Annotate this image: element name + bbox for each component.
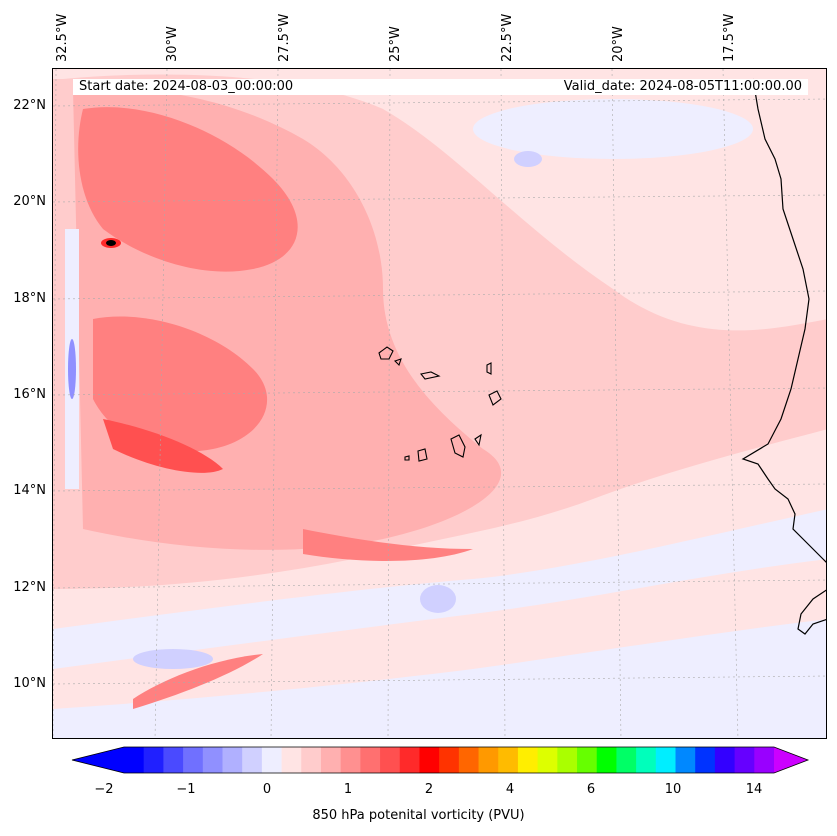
island-sao-vicente <box>393 358 402 367</box>
pv-red-core-mid <box>93 316 268 452</box>
cb-tick-0: 0 <box>262 782 272 797</box>
island-fogo <box>417 448 428 462</box>
pv-field-svg <box>53 69 826 738</box>
colorbar-swatch <box>163 747 184 773</box>
lat-label-18n: 18°N <box>13 291 46 306</box>
africa-coastline <box>741 78 826 563</box>
colorbar-swatch <box>281 747 302 773</box>
blue-streak-sw <box>133 649 213 669</box>
colorbar-swatch <box>261 747 283 773</box>
colorbar-swatch <box>478 747 499 773</box>
colorbar-swatch <box>202 747 223 773</box>
blue-spot-south <box>420 585 456 613</box>
colorbar-swatch <box>675 747 696 773</box>
colorbar-swatch <box>301 747 322 773</box>
date-info-bar: Start date: 2024-08-03_00:00:00 Valid_da… <box>73 79 808 95</box>
lat-label-12n: 12°N <box>13 580 46 595</box>
colorbar-swatch <box>340 747 361 773</box>
colorbar-under-arrow <box>72 747 124 773</box>
colorbar-swatch <box>577 747 598 773</box>
island-boa-vista <box>488 390 502 406</box>
lat-label-14n: 14°N <box>13 483 46 498</box>
colorbar-swatch <box>183 747 204 773</box>
colorbar-outline <box>71 746 810 774</box>
lon-label-30w: 30°W <box>165 26 180 62</box>
colorbar-swatch <box>399 747 420 773</box>
lon-label-17-5w: 17.5°W <box>722 13 737 62</box>
colorbar-swatch <box>458 747 480 773</box>
cb-tick-neg2: −2 <box>94 782 114 797</box>
colorbar-swatch <box>714 747 736 773</box>
colorbar-swatch <box>360 747 381 773</box>
cb-tick-neg1: −1 <box>176 782 196 797</box>
colorbar-swatch <box>537 747 558 773</box>
colorbar-svg <box>71 746 810 774</box>
colorbar-swatch <box>242 747 263 773</box>
pink-band-south <box>53 559 826 709</box>
colorbar <box>70 745 810 775</box>
island-santo-antao <box>378 346 394 360</box>
colorbar-swatch <box>655 747 677 773</box>
cb-tick-6: 6 <box>586 782 596 797</box>
cb-tick-1: 1 <box>343 782 353 797</box>
cb-tick-4: 4 <box>505 782 515 797</box>
island-maio <box>474 433 482 447</box>
pv-red-band-south <box>303 529 473 561</box>
island-brava <box>404 455 410 461</box>
cb-tick-2: 2 <box>424 782 434 797</box>
lat-label-16n: 16°N <box>13 387 46 402</box>
colorbar-swatch <box>222 747 243 773</box>
colorbar-swatch <box>734 747 755 773</box>
colorbar-swatch <box>695 747 716 773</box>
colorbar-swatch <box>439 747 460 773</box>
graticule <box>53 69 826 738</box>
lat-label-10n: 10°N <box>13 676 46 691</box>
lon-label-20w: 20°W <box>611 26 626 62</box>
lon-label-32-5w: 32.5°W <box>55 13 70 62</box>
left-edge-blue-core <box>68 339 76 399</box>
colorbar-swatch <box>616 747 637 773</box>
colorbar-swatch <box>498 747 519 773</box>
island-sal <box>486 362 492 375</box>
pv-red-streak-sw <box>133 654 263 709</box>
lon-label-27-5w: 27.5°W <box>277 13 292 62</box>
cb-tick-10: 10 <box>664 782 682 797</box>
pv-map-panel: Start date: 2024-08-03_00:00:00 Valid_da… <box>52 68 827 739</box>
colorbar-swatch <box>517 747 539 773</box>
start-date-label: Start date: 2024-08-03_00:00:00 <box>79 79 294 94</box>
colorbar-swatch <box>320 747 342 773</box>
valid-date-label: Valid_date: 2024-08-05T11:00:00.00 <box>563 79 802 94</box>
colorbar-swatch <box>124 747 145 773</box>
pv-max-core <box>106 240 116 246</box>
colorbar-swatch <box>419 747 440 773</box>
lon-label-25w: 25°W <box>388 26 403 62</box>
colorbar-label: 850 hPa potenital vorticity (PVU) <box>312 808 525 823</box>
pv-red-streak <box>103 419 223 473</box>
colorbar-swatch <box>380 747 401 773</box>
lat-label-22n: 22°N <box>13 98 46 113</box>
blue-spot-ne <box>514 151 542 167</box>
colorbar-swatch <box>754 747 775 773</box>
colorbar-swatch <box>596 747 617 773</box>
colorbar-swatch <box>636 747 657 773</box>
guinea-coastline <box>797 589 826 635</box>
pv-red-core-north <box>78 107 298 272</box>
lat-label-20n: 20°N <box>13 194 46 209</box>
island-santiago <box>450 434 466 458</box>
island-sao-nicolau <box>420 371 441 380</box>
cb-tick-14: 14 <box>745 782 763 797</box>
colorbar-over-arrow <box>774 747 808 773</box>
colorbar-swatch <box>557 747 578 773</box>
lon-label-22-5w: 22.5°W <box>500 13 515 62</box>
colorbar-swatch <box>143 747 164 773</box>
